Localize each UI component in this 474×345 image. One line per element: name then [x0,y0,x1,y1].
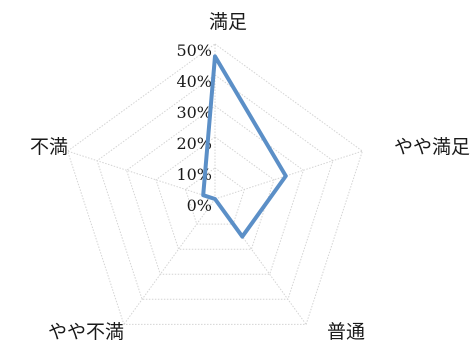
series-layer [201,54,288,239]
grid-spoke [67,150,216,200]
category-label: やや不満 [48,321,124,343]
category-label: 普通 [327,321,365,343]
category-label: 満足 [209,11,247,33]
radial-tick-labels: 0%10%20%30%40%50% [176,41,212,215]
grid-spoke [214,150,363,200]
grid-ring [184,167,246,225]
category-label: 不満 [30,136,68,158]
grid-ring [155,136,275,250]
grid-ring [96,74,334,300]
grid-ring [126,105,304,275]
tick-label: 20% [176,134,212,153]
grid-spoke [123,198,216,325]
tick-label: 50% [176,41,212,60]
grid-ring [67,43,363,325]
tick-label: 40% [176,72,212,91]
radar-grid [67,43,363,325]
tick-label: 0% [187,196,212,215]
series-line [201,54,288,239]
grid-spoke [214,198,307,325]
category-label: やや満足 [394,136,470,158]
tick-label: 30% [176,103,212,122]
